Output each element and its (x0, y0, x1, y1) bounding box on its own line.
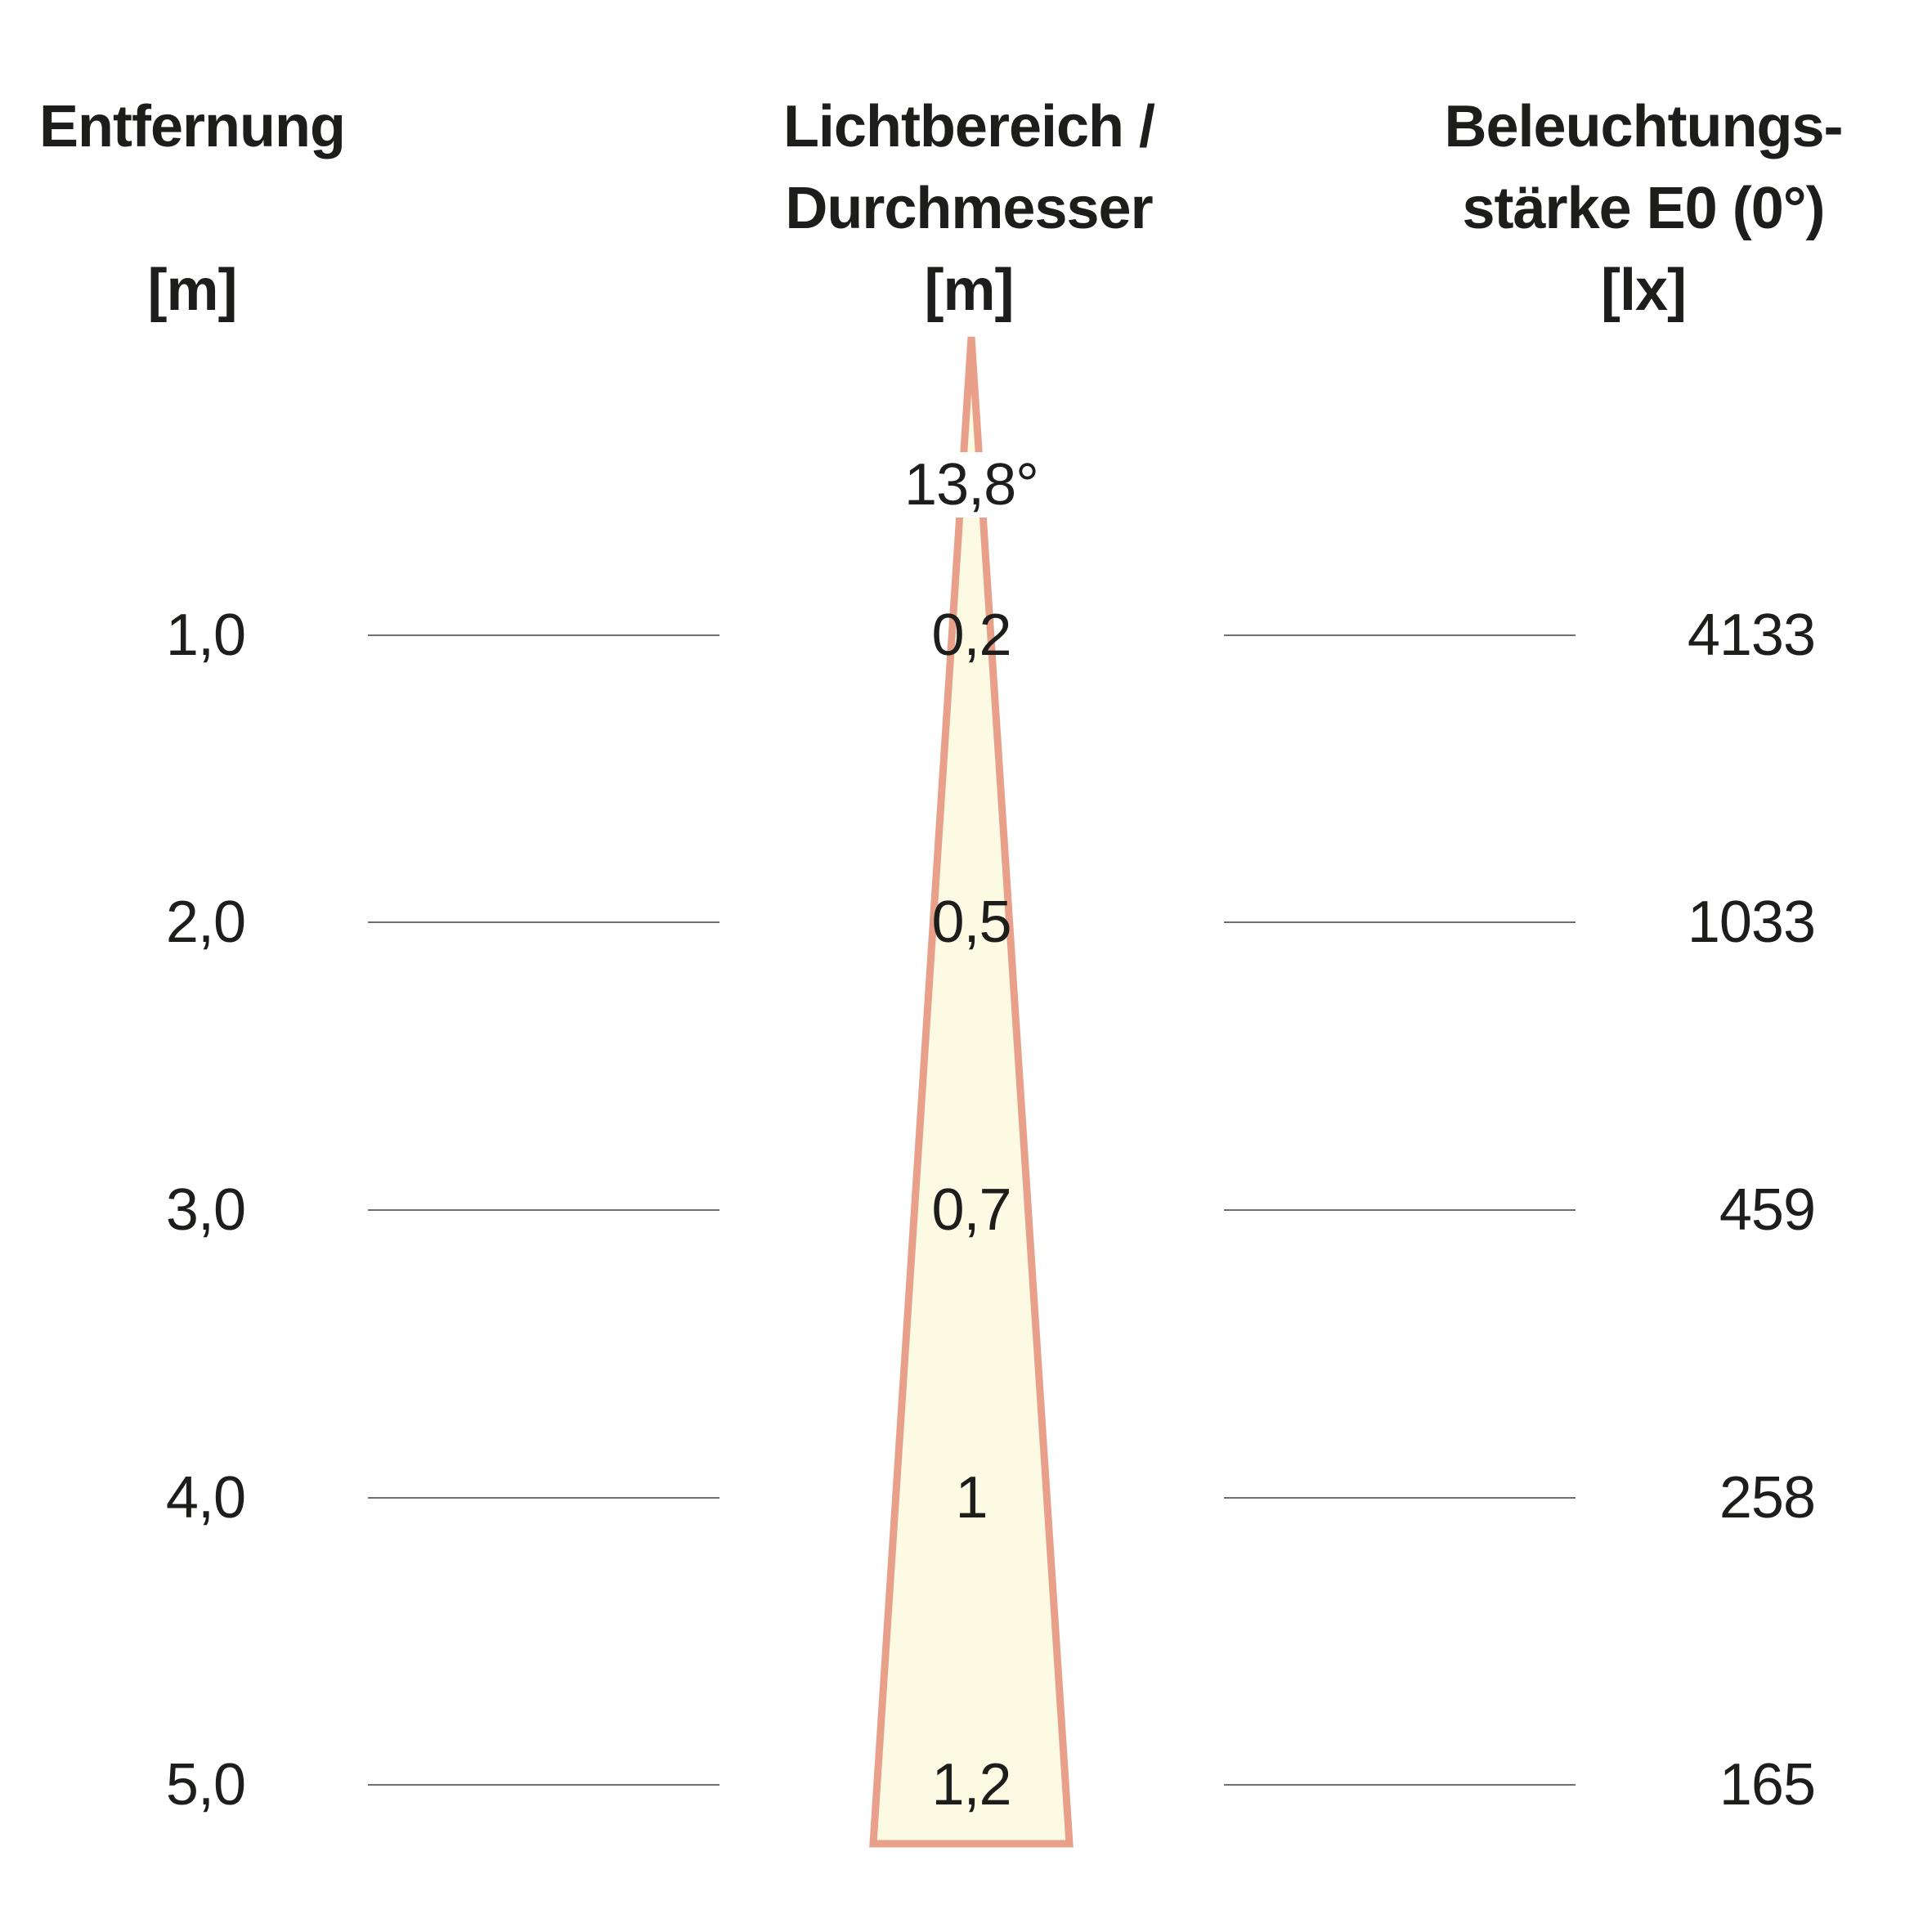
illuminance-header-unit: [lx] (1601, 258, 1687, 323)
distance-value: 5,0 (165, 1752, 246, 1818)
diameter-value: 0,2 (931, 603, 1011, 668)
illuminance-value: 165 (1719, 1752, 1816, 1818)
illuminance-value: 258 (1719, 1465, 1816, 1531)
guide-lines (368, 634, 1576, 1786)
diameter-value: 1,2 (931, 1752, 1011, 1818)
diameter-header-unit: [m] (924, 258, 1015, 323)
diameter-value: 1 (955, 1465, 988, 1531)
diameter-header-title-2: Durchmesser (785, 176, 1153, 241)
distance-value: 3,0 (165, 1177, 246, 1243)
illuminance-value: 1033 (1687, 890, 1816, 955)
diameter-header: Lichtbereich / Durchmesser [m] (724, 86, 1214, 331)
distance-value: 4,0 (165, 1465, 246, 1531)
diameter-value: 0,7 (931, 1177, 1011, 1243)
illuminance-value: 459 (1719, 1177, 1816, 1243)
light-cone (869, 336, 1074, 1848)
beam-angle-label: 13,8° (890, 452, 1053, 518)
illuminance-header: Beleuchtungs- stärke E0 (0°) [lx] (1390, 86, 1897, 331)
illuminance-value: 4133 (1687, 603, 1816, 668)
distance-header-unit: [m] (147, 258, 238, 323)
illuminance-header-title-2: stärke E0 (0°) (1462, 176, 1825, 241)
diameter-value: 0,5 (931, 890, 1011, 955)
distance-header: Entfernung [m] (16, 86, 368, 331)
distance-value: 2,0 (165, 890, 246, 955)
distance-header-title: Entfernung (39, 94, 346, 159)
illuminance-header-title-1: Beleuchtungs- (1444, 94, 1843, 159)
distance-value: 1,0 (165, 603, 246, 668)
diameter-header-title-1: Lichtbereich / (782, 94, 1155, 159)
